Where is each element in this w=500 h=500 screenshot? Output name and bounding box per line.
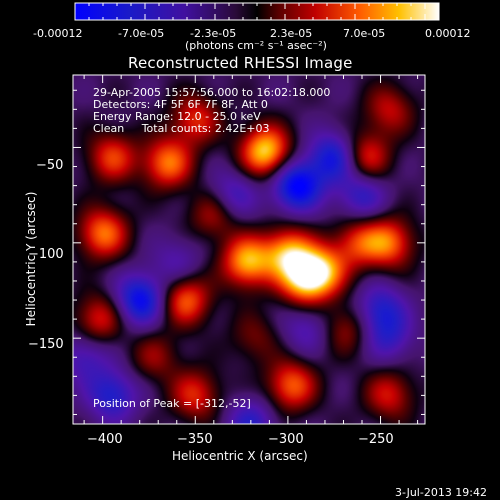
x-tick-label: −250: [358, 432, 394, 447]
x-tick-label: −350: [177, 432, 213, 447]
colorbar-ticks: [74, 3, 440, 20]
heatmap-image: [73, 75, 425, 424]
plot-frame: [72, 74, 426, 425]
annotation-clean-counts: Clean Total counts: 2.42E+03: [93, 122, 270, 135]
annotation-detectors: Detectors: 4F 5F 6F 7F 8F, Att 0: [93, 98, 268, 111]
y-tick-label: −100: [28, 247, 64, 262]
colorbar-tick-label: -0.00012: [33, 27, 83, 40]
colorbar-tick-label: -2.3e-05: [190, 27, 237, 40]
y-tick-label: −150: [28, 337, 64, 352]
axis-ticks: [73, 75, 425, 424]
y-axis-title: Heliocentric Y (arcsec): [24, 191, 38, 327]
colorbar-tick-label: -7.0e-05: [118, 27, 165, 40]
colorbar-tick-label: 0.00012: [425, 27, 471, 40]
x-axis-title: Heliocentric X (arcsec): [172, 449, 308, 463]
x-tick-label: −400: [87, 432, 123, 447]
annotation-peak-position: Position of Peak = [-312,-52]: [93, 397, 251, 410]
colorbar-tick-label: 2.3e-05: [270, 27, 313, 40]
colorbar-tick-label: 7.0e-05: [343, 27, 386, 40]
chart-title: Reconstructed RHESSI Image: [128, 54, 353, 72]
y-tick-label: −50: [36, 158, 64, 173]
x-tick-label: −300: [268, 432, 304, 447]
colorbar-unit-label: (photons cm⁻² s⁻¹ asec⁻²): [185, 39, 327, 52]
footer-date: 3-Jul-2013 19:42: [395, 486, 488, 499]
annotation-time-range: 29-Apr-2005 15:57:56.000 to 16:02:18.000: [93, 86, 331, 99]
annotation-energy-range: Energy Range: 12.0 - 25.0 keV: [93, 110, 261, 123]
